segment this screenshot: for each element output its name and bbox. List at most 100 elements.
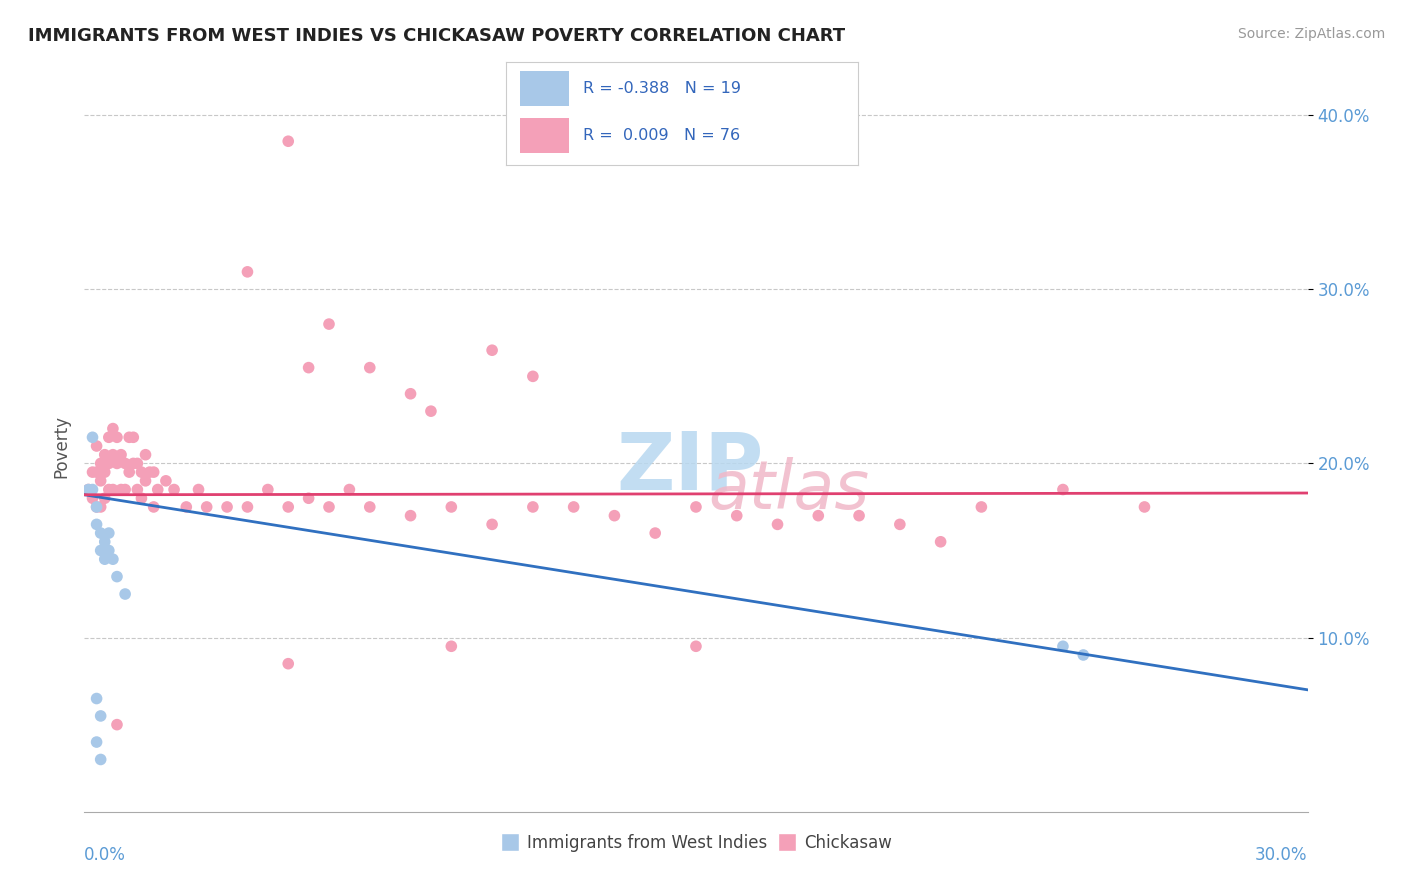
Point xyxy=(90,500,112,514)
Point xyxy=(481,343,503,358)
Point xyxy=(90,457,112,471)
Point xyxy=(440,500,463,514)
Point xyxy=(277,134,299,148)
Point xyxy=(236,500,259,514)
Text: atlas: atlas xyxy=(709,457,869,523)
Point xyxy=(420,404,443,418)
Point xyxy=(1133,500,1156,514)
Point xyxy=(105,430,128,444)
Text: Source: ZipAtlas.com: Source: ZipAtlas.com xyxy=(1237,27,1385,41)
Point xyxy=(86,517,108,532)
Point xyxy=(142,500,165,514)
Point xyxy=(118,465,141,479)
Point xyxy=(127,483,149,497)
Point xyxy=(90,709,112,723)
Point xyxy=(1052,483,1074,497)
Point xyxy=(481,517,503,532)
Point xyxy=(86,500,108,514)
Point xyxy=(359,500,381,514)
Point xyxy=(82,483,104,497)
Point xyxy=(97,457,120,471)
Point xyxy=(86,439,108,453)
Point xyxy=(1052,640,1074,654)
Point xyxy=(236,265,259,279)
Text: IMMIGRANTS FROM WEST INDIES VS CHICKASAW POVERTY CORRELATION CHART: IMMIGRANTS FROM WEST INDIES VS CHICKASAW… xyxy=(28,27,845,45)
Point xyxy=(257,483,280,497)
Point xyxy=(929,534,952,549)
Point xyxy=(97,430,120,444)
Point xyxy=(195,500,218,514)
Point xyxy=(562,500,585,514)
Point xyxy=(93,448,115,462)
Point xyxy=(766,517,789,532)
Point xyxy=(277,657,299,671)
Point xyxy=(86,465,108,479)
Point xyxy=(522,500,544,514)
Point xyxy=(298,360,321,375)
Point xyxy=(644,526,666,541)
Point xyxy=(82,465,104,479)
Point xyxy=(90,543,112,558)
Point xyxy=(101,552,124,566)
Point xyxy=(725,508,748,523)
Point xyxy=(399,386,422,401)
Point xyxy=(101,483,124,497)
Point xyxy=(339,483,361,497)
Text: 30.0%: 30.0% xyxy=(1256,847,1308,864)
Point xyxy=(127,457,149,471)
Point xyxy=(93,491,115,506)
Point xyxy=(77,483,100,497)
Point xyxy=(110,448,132,462)
Point xyxy=(217,500,239,514)
Point xyxy=(135,474,157,488)
Point xyxy=(848,508,870,523)
Point xyxy=(359,360,381,375)
Point xyxy=(174,500,197,514)
Point xyxy=(97,483,120,497)
Point xyxy=(122,457,145,471)
Point xyxy=(114,483,136,497)
Point xyxy=(318,500,340,514)
Point xyxy=(603,508,626,523)
Point xyxy=(114,587,136,601)
Point xyxy=(101,448,124,462)
Point xyxy=(86,691,108,706)
Point xyxy=(105,569,128,583)
Point xyxy=(90,474,112,488)
Point xyxy=(685,500,707,514)
Point xyxy=(131,465,153,479)
Point xyxy=(163,483,186,497)
Point xyxy=(298,491,321,506)
Y-axis label: Poverty: Poverty xyxy=(52,415,70,477)
Point xyxy=(399,508,422,523)
Point xyxy=(277,500,299,514)
Point xyxy=(146,483,169,497)
Point xyxy=(187,483,209,497)
Point xyxy=(77,483,100,497)
FancyBboxPatch shape xyxy=(520,70,569,105)
Point xyxy=(522,369,544,384)
Point xyxy=(93,465,115,479)
Point xyxy=(82,491,104,506)
Point xyxy=(318,317,340,331)
Point xyxy=(86,735,108,749)
Text: R =  0.009   N = 76: R = 0.009 N = 76 xyxy=(583,128,741,143)
Text: R = -0.388   N = 19: R = -0.388 N = 19 xyxy=(583,80,741,95)
Point xyxy=(82,430,104,444)
Point xyxy=(101,421,124,435)
Point xyxy=(440,640,463,654)
Point xyxy=(93,552,115,566)
Point xyxy=(889,517,911,532)
Point xyxy=(122,430,145,444)
Text: 0.0%: 0.0% xyxy=(84,847,127,864)
FancyBboxPatch shape xyxy=(520,118,569,153)
Point xyxy=(105,457,128,471)
Point xyxy=(685,640,707,654)
Point xyxy=(105,717,128,731)
Point xyxy=(118,430,141,444)
Point xyxy=(93,534,115,549)
Legend: Immigrants from West Indies, Chickasaw: Immigrants from West Indies, Chickasaw xyxy=(494,827,898,858)
Point xyxy=(86,500,108,514)
Point xyxy=(155,474,177,488)
Point xyxy=(110,483,132,497)
